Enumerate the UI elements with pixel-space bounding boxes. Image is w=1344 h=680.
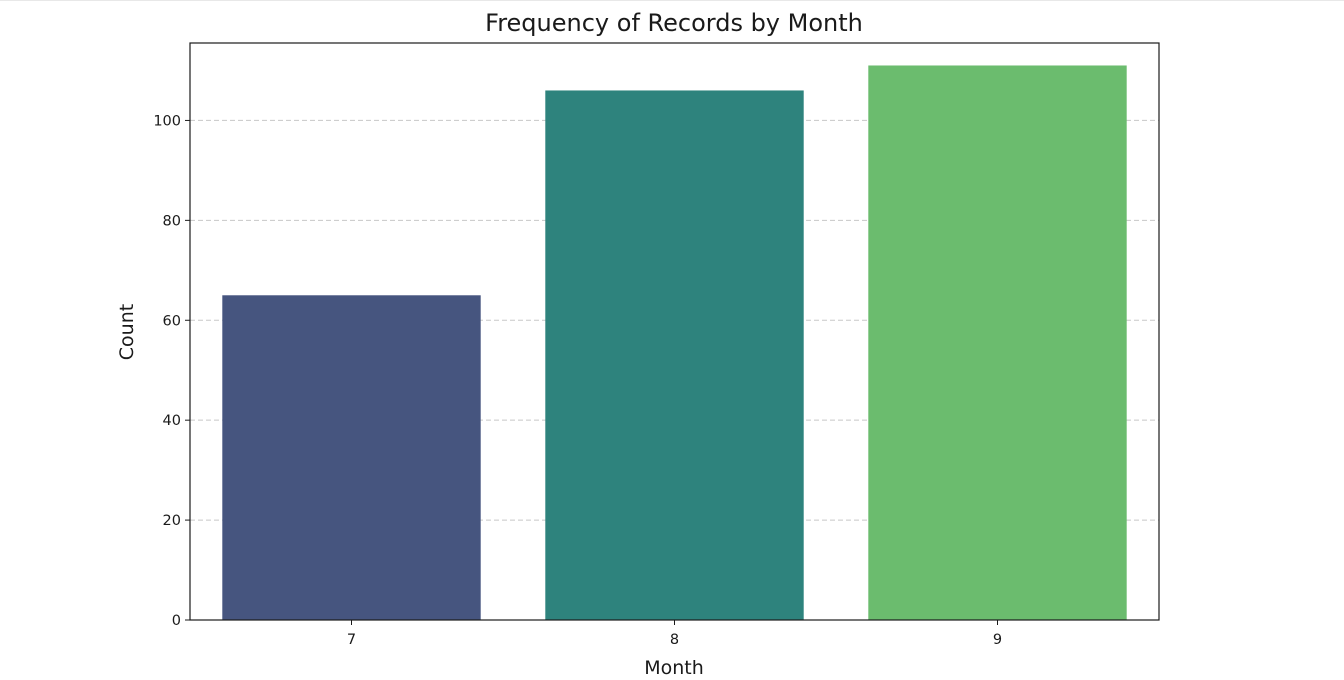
plot-frame [189, 42, 1160, 621]
bar-layer [222, 65, 1127, 621]
bar-month-9 [868, 65, 1127, 620]
y-tick-label: 80 [163, 213, 181, 229]
bar-month-8 [545, 90, 804, 621]
y-tick-label: 0 [172, 613, 181, 629]
chart-title: Frequency of Records by Month [485, 9, 863, 37]
y-tick-label: 20 [163, 513, 181, 529]
y-tick-label: 40 [163, 413, 181, 429]
x-tick-label: 9 [993, 632, 1002, 648]
x-axis-label: Month [644, 657, 704, 679]
top-divider [0, 0, 1344, 1]
bar-month-7 [222, 295, 481, 620]
x-tick-label: 7 [347, 632, 356, 648]
y-axis-label: Count [116, 304, 138, 360]
y-tick-label: 60 [163, 313, 181, 329]
x-tick-label: 8 [670, 632, 679, 648]
y-tick-label: 100 [153, 113, 181, 129]
axis-layer: 0 20 40 60 80 100 7 8 9 [153, 113, 1002, 648]
